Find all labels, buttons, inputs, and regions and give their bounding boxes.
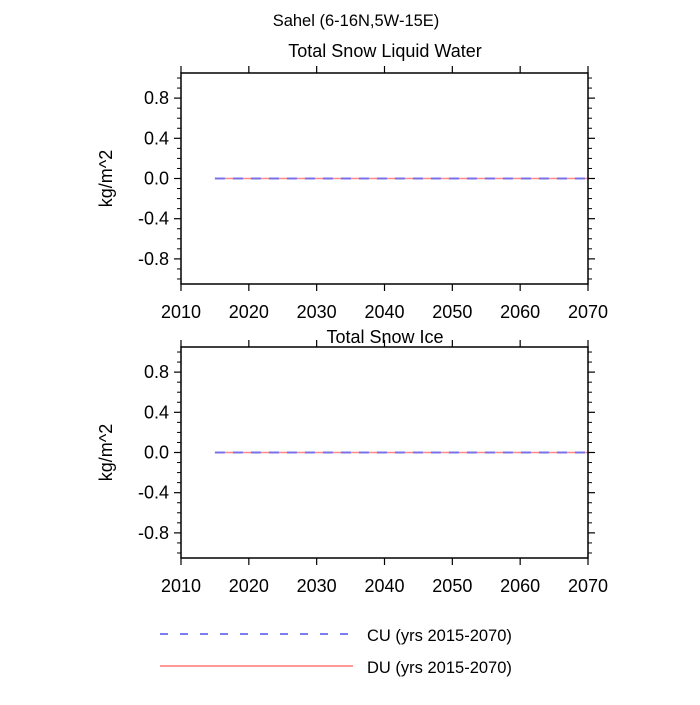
- x-tick-label: 2030: [297, 302, 337, 322]
- y-tick-label: 0.0: [144, 443, 169, 463]
- y-axis-label: kg/m^2: [96, 424, 116, 481]
- y-tick-label: 0.4: [144, 128, 169, 148]
- y-tick-label: 0.8: [144, 88, 169, 108]
- y-tick-label: 0.4: [144, 402, 169, 422]
- y-axis-label: kg/m^2: [96, 150, 116, 207]
- panel-total-snow-liquid-water: Total Snow Liquid Water kg/m^2 2010 2020 2…: [96, 41, 608, 322]
- y-tick-label: 0.0: [144, 169, 169, 189]
- legend-label-du: DU (yrs 2015-2070): [367, 659, 512, 677]
- plot-area: 2010 2020 2030 2040 2050 2060 2070 0.8 0.4 0.0 -0.…: [138, 66, 608, 322]
- figure-title: Sahel (6-16N,5W-15E): [273, 12, 440, 30]
- legend-keys: [160, 633, 353, 667]
- x-tick-label: 2070: [568, 576, 608, 596]
- legend: CU (yrs 2015-2070) DU (yrs 2015-2070): [160, 627, 512, 677]
- x-tick-label: 2060: [500, 302, 540, 322]
- x-tick-label: 2070: [568, 302, 608, 322]
- panel-total-snow-ice: Total Snow Ice kg/m^2 2010 2020 2030 2040 20…: [96, 327, 608, 596]
- x-tick-label: 2050: [432, 576, 472, 596]
- x-tick-label: 2020: [229, 576, 269, 596]
- y-tick-label: -0.4: [138, 483, 169, 503]
- x-tick-label: 2060: [500, 576, 540, 596]
- y-tick-label: -0.8: [138, 523, 169, 543]
- y-tick-label: -0.8: [138, 249, 169, 269]
- x-tick-label: 2040: [364, 576, 404, 596]
- legend-label-cu: CU (yrs 2015-2070): [367, 627, 512, 645]
- panel-title: Total Snow Liquid Water: [288, 41, 481, 61]
- y-tick-label: -0.4: [138, 209, 169, 229]
- x-tick-label: 2040: [364, 302, 404, 322]
- x-tick-label: 2030: [297, 576, 337, 596]
- panel-title: Total Snow Ice: [326, 327, 443, 347]
- x-tick-label: 2020: [229, 302, 269, 322]
- plot-area: 2010 2020 2030 2040 2050 2060 2070 0.8 0.4 0.0 -0.…: [138, 340, 608, 596]
- y-tick-label: 0.8: [144, 362, 169, 382]
- x-tick-label: 2010: [161, 302, 201, 322]
- x-tick-label: 2050: [432, 302, 472, 322]
- x-tick-label: 2010: [161, 576, 201, 596]
